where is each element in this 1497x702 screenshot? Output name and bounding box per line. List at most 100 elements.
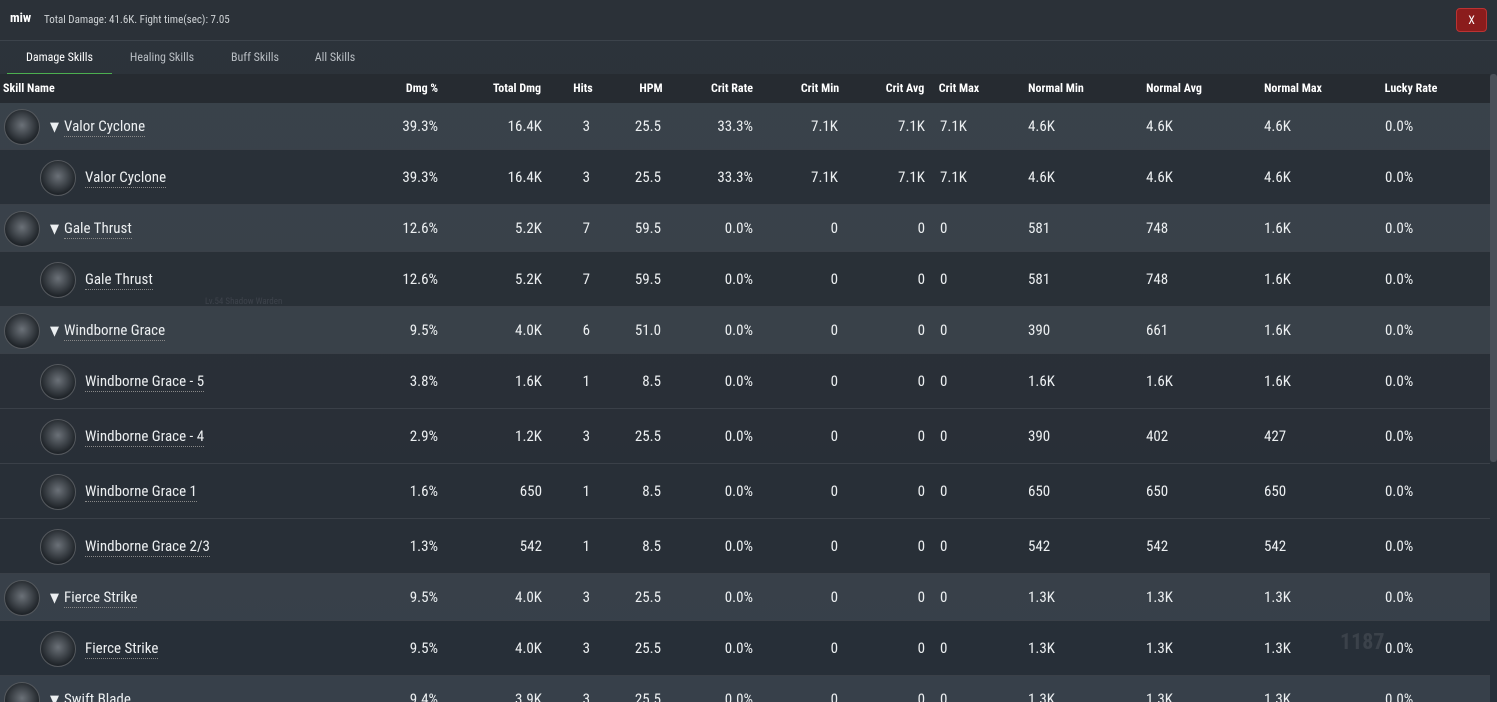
- stat-cell: 542: [1146, 536, 1169, 555]
- stat-cell: 4.0K: [515, 638, 542, 657]
- stat-cell: 0.0%: [724, 269, 753, 288]
- stat-cell: 51.0: [634, 320, 661, 339]
- stat-cell: 0.0%: [724, 371, 753, 390]
- stat-cell: 1.3K: [1028, 587, 1055, 606]
- stat-cell: 9.5%: [409, 638, 438, 657]
- stat-cell: 1.6K: [1028, 371, 1055, 390]
- skill-icon: [4, 210, 40, 247]
- skill-name-text: Windborne Grace: [64, 320, 166, 341]
- stat-cell: 3: [582, 587, 590, 606]
- stat-cell: 2.9%: [409, 426, 438, 445]
- stat-cell: 0: [917, 689, 925, 702]
- skill-row[interactable]: Gale Thrust 12.6% 5.2K 7 59.5 0.0% 0 0 0 581 748 1.…: [0, 252, 1490, 307]
- skill-group-row[interactable]: ▼ Valor Cyclone 39.3% 16.4K 3 25.5 33.3% 7.1K 7.…: [0, 103, 1490, 150]
- stat-cell: 0: [830, 371, 838, 390]
- skill-name: ▼ Valor Cyclone: [50, 116, 146, 137]
- skill-name-text: Swift Blade: [64, 689, 131, 702]
- expand-toggle[interactable]: ▼: [50, 692, 59, 702]
- column-header[interactable]: Normal Avg: [1146, 81, 1202, 95]
- skill-row[interactable]: Windborne Grace - 4 2.9% 1.2K 3 25.5 0.0% 0 0 0 3…: [0, 409, 1490, 464]
- skill-name: Windborne Grace - 4: [85, 426, 205, 447]
- column-header[interactable]: Skill Name: [3, 81, 55, 95]
- expand-toggle[interactable]: ▼: [50, 590, 59, 606]
- column-header[interactable]: Normal Min: [1028, 81, 1084, 95]
- expand-toggle[interactable]: ▼: [50, 119, 59, 135]
- skill-row[interactable]: Windborne Grace 2/3 1.3% 542 1 8.5 0.0% 0 0 0 542…: [0, 519, 1490, 574]
- stat-cell: 25.5: [634, 689, 661, 702]
- column-header[interactable]: Total Dmg: [492, 81, 542, 95]
- stat-cell: 25.5: [634, 167, 661, 186]
- stat-cell: 0.0%: [1385, 116, 1414, 135]
- skill-group-row[interactable]: ▼ Fierce Strike 9.5% 4.0K 3 25.5 0.0% 0 0 0 1.3K 1.…: [0, 574, 1490, 621]
- stat-cell: 25.5: [634, 638, 661, 657]
- skill-name-text: Windborne Grace - 4: [85, 426, 205, 447]
- stat-cell: 402: [1146, 426, 1169, 445]
- tab[interactable]: Damage Skills: [7, 41, 112, 75]
- skill-name-text: Valor Cyclone: [64, 116, 146, 137]
- stat-cell: 12.6%: [402, 269, 438, 288]
- stat-cell: 0.0%: [724, 218, 753, 237]
- expand-toggle[interactable]: ▼: [50, 323, 59, 339]
- stat-cell: 0.0%: [1385, 218, 1414, 237]
- stat-cell: 650: [1146, 481, 1169, 500]
- skill-row[interactable]: Valor Cyclone 39.3% 16.4K 3 25.5 33.3% 7.1K 7.1…: [0, 150, 1490, 205]
- stat-cell: 0: [830, 218, 838, 237]
- stat-cell: 581: [1028, 218, 1051, 237]
- column-header[interactable]: Dmg %: [405, 81, 439, 95]
- stat-cell: 0: [830, 481, 838, 500]
- skill-icon: [40, 473, 76, 510]
- stat-cell: 1.6K: [515, 371, 542, 390]
- stat-cell: 4.6K: [1264, 116, 1291, 135]
- stat-cell: 25.5: [634, 587, 661, 606]
- stat-cell: 1.6K: [1264, 269, 1291, 288]
- stat-cell: 33.3%: [717, 167, 753, 186]
- tab[interactable]: Buff Skills: [230, 50, 280, 64]
- skill-group-row[interactable]: ▼ Windborne Grace 9.5% 4.0K 6 51.0 0.0% 0 0 0 390 6…: [0, 307, 1490, 354]
- column-header[interactable]: HPM: [639, 81, 663, 95]
- skill-name: ▼ Swift Blade: [50, 689, 131, 702]
- stat-cell: 33.3%: [717, 116, 753, 135]
- stat-cell: 7.1K: [811, 167, 838, 186]
- skill-group-row[interactable]: ▼ Swift Blade 9.4% 3.9K 3 25.5 0.0% 0 0 0 1.3K 1.3K…: [0, 676, 1490, 702]
- column-header[interactable]: Crit Avg: [885, 81, 925, 95]
- stat-cell: 1.3K: [1146, 638, 1173, 657]
- stat-cell: 0.0%: [1385, 167, 1414, 186]
- column-header[interactable]: Crit Max: [938, 81, 980, 95]
- stat-cell: 8.5: [642, 536, 661, 555]
- close-button[interactable]: X: [1456, 8, 1487, 32]
- stat-cell: 0: [940, 320, 948, 339]
- skill-row[interactable]: Windborne Grace - 5 3.8% 1.6K 1 8.5 0.0% 0 0 0 1.…: [0, 354, 1490, 409]
- stat-cell: 1.3K: [1264, 689, 1291, 702]
- tab[interactable]: Healing Skills: [129, 50, 195, 64]
- skill-name-text: Fierce Strike: [85, 638, 159, 659]
- stat-cell: 1.3K: [1146, 689, 1173, 702]
- stat-cell: 1: [582, 371, 590, 390]
- stat-cell: 0: [830, 320, 838, 339]
- stat-cell: 3.9K: [515, 689, 542, 702]
- stat-cell: 0: [830, 638, 838, 657]
- skill-icon: [4, 579, 40, 616]
- tab[interactable]: All Skills: [314, 50, 356, 64]
- column-header[interactable]: Normal Max: [1264, 81, 1322, 95]
- stat-cell: 7: [582, 218, 590, 237]
- stat-cell: 1.2K: [515, 426, 542, 445]
- column-header[interactable]: Lucky Rate: [1384, 81, 1438, 95]
- scrollbar[interactable]: [1490, 74, 1497, 462]
- skill-row[interactable]: Fierce Strike 9.5% 4.0K 3 25.5 0.0% 0 0 0 1.3K 1.3…: [0, 621, 1490, 676]
- skill-row[interactable]: Windborne Grace 1 1.6% 650 1 8.5 0.0% 0 0 0 650 65…: [0, 464, 1490, 519]
- stat-cell: 0.0%: [724, 536, 753, 555]
- stat-cell: 4.6K: [1146, 116, 1173, 135]
- stat-cell: 0: [917, 371, 925, 390]
- stat-cell: 0: [830, 426, 838, 445]
- column-header[interactable]: Hits: [573, 81, 593, 95]
- stat-cell: 542: [1264, 536, 1287, 555]
- player-name: miw: [10, 11, 32, 26]
- column-header[interactable]: Crit Min: [800, 81, 840, 95]
- skill-name-text: Gale Thrust: [64, 218, 132, 239]
- skill-group-row[interactable]: ▼ Gale Thrust 12.6% 5.2K 7 59.5 0.0% 0 0 0 581 748 1…: [0, 205, 1490, 252]
- stat-cell: 1.3K: [1028, 638, 1055, 657]
- stat-cell: 16.4K: [507, 116, 542, 135]
- expand-toggle[interactable]: ▼: [50, 221, 59, 237]
- skill-name: Windborne Grace - 5: [85, 371, 205, 392]
- column-header[interactable]: Crit Rate: [711, 81, 753, 95]
